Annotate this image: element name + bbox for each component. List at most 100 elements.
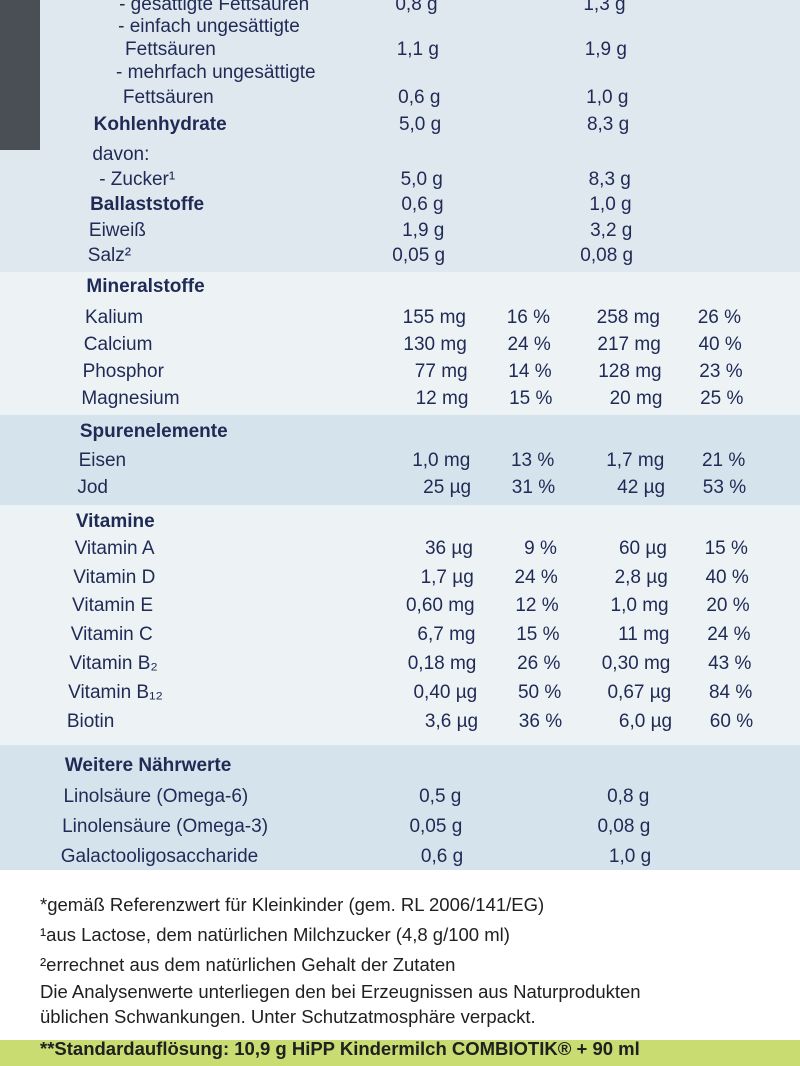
band [0,0,800,272]
cell-value: 0,08 g [597,816,650,837]
cell-value: 15 % [509,388,552,409]
section-heading: Spurenelemente [80,421,228,442]
table: - gesättigte Fettsäuren 0,8 g 1,3 g - einfa… [61,0,753,867]
footnote: üblichen Schwankungen. Unter Schutzatmos… [40,1006,536,1027]
row-label: - gesättigte Fettsäuren [119,0,309,15]
footnote: **Standardauflösung: 10,9 g HiPP Kinderm… [40,1038,640,1059]
cell-value: 0,6 g [398,87,440,108]
photo-edge [0,0,40,150]
cell-value: 36 µg [425,538,473,559]
cell-value: 15 % [705,538,748,559]
row-label: Calcium [84,334,153,355]
cell-value: 43 % [708,653,751,674]
cell-value: 24 % [514,567,557,588]
section-heading: Weitere Nährwerte [65,755,232,776]
row-label: Linolensäure (Omega-3) [62,816,268,837]
cell-value: 31 % [512,477,555,498]
footnote: ¹aus Lactose, dem natürlichen Milchzucke… [40,924,510,945]
cell-value: 1,7 mg [606,450,664,471]
row-label: Salz² [88,245,131,266]
cell-value: 5,0 g [399,114,441,135]
row-label: Fettsäuren [123,87,214,108]
cell-value: 3,6 µg [425,711,478,732]
cell-value: 1,9 g [585,39,627,60]
cell-value: 0,18 mg [408,653,477,674]
cell-value: 0,60 mg [406,595,475,616]
cell-value: 1,9 g [402,220,444,241]
cell-value: 23 % [699,361,742,382]
row-label: Linolsäure (Omega-6) [63,786,248,807]
cell-value: 1,0 g [609,846,651,867]
cell-value: 8,3 g [587,114,629,135]
cell-value: 0,30 mg [602,653,671,674]
cell-value: 20 % [706,595,749,616]
cell-value: 14 % [508,361,551,382]
section-heading: Kohlenhydrate [94,114,227,135]
cell-value: 25 µg [423,477,471,498]
cell-value: 1,0 g [586,87,628,108]
cell-value: 1,7 µg [421,567,474,588]
bottom-strip [0,1040,800,1066]
row-label: Jod [77,477,108,498]
footnotes: *gemäß Referenzwert für Kleinkinder (gem… [40,894,641,1059]
cell-value: 155 mg [403,307,466,328]
row-label: Vitamin B₁₂ [68,682,163,703]
band [0,272,800,415]
cell-value: 25 % [700,388,743,409]
cell-value: 3,2 g [590,220,632,241]
row-label: Biotin [67,711,115,732]
cell-value: 16 % [507,307,550,328]
cell-value: 40 % [705,567,748,588]
band [0,415,800,505]
cell-value: 0,05 g [392,245,445,266]
row-label: Eisen [79,450,127,471]
cell-value: 1,0 mg [412,450,470,471]
cell-value: 0,40 µg [413,682,477,703]
cell-value: 0,08 g [580,245,633,266]
cell-value: 36 % [519,711,562,732]
cell-value: 0,8 g [395,0,437,15]
footnote: *gemäß Referenzwert für Kleinkinder (gem… [40,894,544,915]
cell-value: 42 µg [617,477,665,498]
cell-value: 0,05 g [409,816,462,837]
cell-value: 130 mg [403,334,466,355]
cell-value: 1,0 mg [611,595,669,616]
footnote: Die Analysenwerte unterliegen den bei Er… [40,981,641,1002]
section-heading: Mineralstoffe [86,276,204,297]
footnote: ²errechnet aus dem natürlichen Gehalt de… [40,954,455,975]
cell-value: 2,8 µg [615,567,668,588]
row-label: Vitamin B₂ [69,653,157,674]
cell-value: 24 % [707,624,750,645]
cell-value: 84 % [709,682,752,703]
cell-value: 60 % [710,711,753,732]
cell-value: 12 % [515,595,558,616]
cell-value: 9 % [524,538,557,559]
cell-value: 217 mg [597,334,660,355]
cell-value: 12 mg [416,388,469,409]
cell-value: 40 % [698,334,741,355]
row-label: - mehrfach ungesättigte [116,62,316,83]
cell-value: 6,7 mg [417,624,475,645]
band [0,745,800,870]
row-label: Phosphor [83,361,165,382]
row-label: Magnesium [81,388,179,409]
cell-value: 1,3 g [583,0,625,15]
cell-value: 0,6 g [401,194,443,215]
row-label: Kalium [85,307,143,328]
cell-value: 11 mg [618,624,669,645]
cell-value: 13 % [511,450,554,471]
row-label: Galactooligosaccharide [61,846,259,867]
cell-value: 128 mg [598,361,661,382]
cell-value: 77 mg [415,361,468,382]
cell-value: 20 mg [610,388,663,409]
cell-value: 0,8 g [607,786,649,807]
cell-value: 6,0 µg [619,711,672,732]
row-label: Eiweiß [89,220,146,241]
cell-value: 8,3 g [589,169,631,190]
cell-value: 26 % [517,653,560,674]
row-label: davon: [92,144,149,165]
cell-value: 26 % [698,307,741,328]
cell-value: 0,67 µg [607,682,671,703]
cell-value: 53 % [703,477,746,498]
